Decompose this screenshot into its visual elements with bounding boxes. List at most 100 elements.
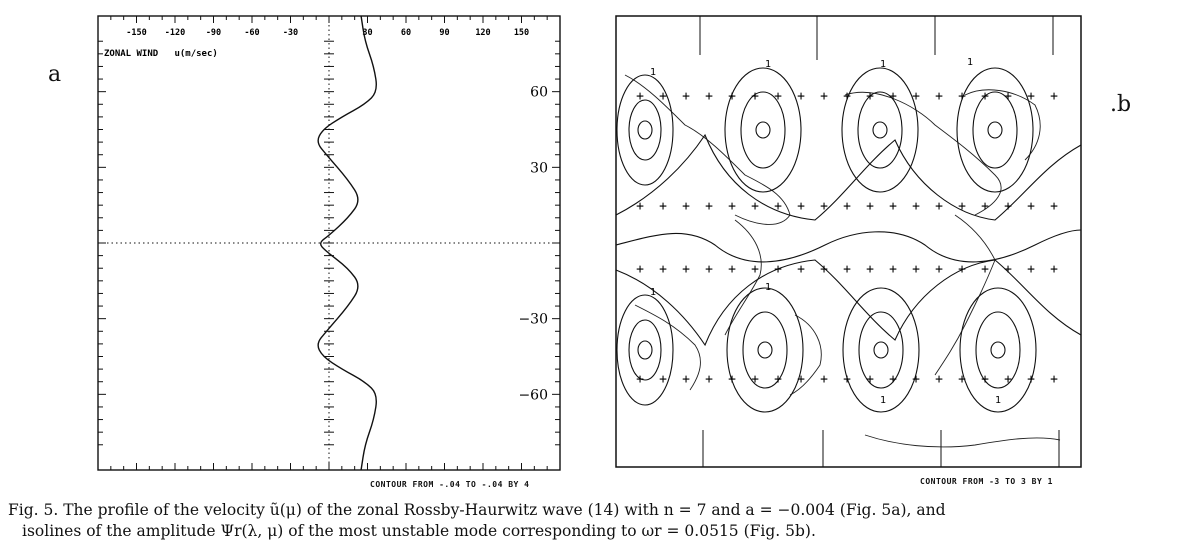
plus-marker: +	[843, 89, 851, 104]
plus-marker: +	[820, 89, 828, 104]
x-tick-label: 90	[439, 28, 449, 38]
plus-marker: +	[981, 199, 989, 214]
plus-marker: +	[728, 372, 736, 387]
plus-marker: +	[636, 199, 644, 214]
plus-marker: +	[866, 89, 874, 104]
panel-a-label: a	[48, 62, 62, 87]
plus-marker: +	[728, 262, 736, 277]
plus-markers: + + + + + + + + + + + + + + + + + + + + + + + + + + + + + + + + + + + + + + + +…	[636, 89, 1058, 387]
plus-marker: +	[774, 89, 782, 104]
plus-marker: +	[682, 262, 690, 277]
x-tick-label: -120	[165, 28, 185, 38]
isoline-label: 1	[880, 395, 886, 406]
plus-marker: +	[1004, 372, 1012, 387]
plus-marker: +	[981, 372, 989, 387]
plus-marker: +	[1004, 89, 1012, 104]
plus-marker: +	[889, 262, 897, 277]
plus-marker: +	[751, 372, 759, 387]
plus-marker: +	[912, 262, 920, 277]
plus-marker: +	[912, 372, 920, 387]
plus-marker: +	[889, 199, 897, 214]
plus-marker: +	[705, 372, 713, 387]
plus-marker: +	[705, 199, 713, 214]
plus-marker: +	[820, 372, 828, 387]
plus-marker: +	[889, 89, 897, 104]
x-tick-label: -60	[244, 28, 259, 38]
plus-marker: +	[958, 89, 966, 104]
plus-marker: +	[636, 372, 644, 387]
plus-marker: +	[912, 89, 920, 104]
plus-marker: +	[774, 199, 782, 214]
plus-marker: +	[797, 262, 805, 277]
isoline-label: 1	[650, 67, 656, 78]
plus-marker: +	[866, 199, 874, 214]
plus-marker: +	[935, 199, 943, 214]
isolines-north	[616, 67, 1034, 193]
isoline-label: 1	[880, 59, 886, 70]
map-frame	[615, 15, 1082, 468]
plus-marker: +	[1050, 89, 1058, 104]
plus-marker: +	[1050, 372, 1058, 387]
caption-line-2: isolines of the amplitude Ψr(λ, μ) of th…	[22, 522, 816, 540]
isoline-label: 1	[765, 59, 771, 70]
isoline-label: 1	[765, 282, 771, 293]
plus-marker: +	[774, 262, 782, 277]
y-tick-label: −60	[518, 387, 548, 403]
contour-note-a: CONTOUR FROM -.04 TO -.04 BY 4	[370, 480, 530, 489]
isolines-tropics	[615, 133, 1082, 347]
isoline-label: 1	[967, 57, 973, 68]
plus-marker: +	[1027, 372, 1035, 387]
plus-marker: +	[935, 372, 943, 387]
plus-marker: +	[866, 262, 874, 277]
plus-marker: +	[843, 372, 851, 387]
x-tick-labels: -150 -120 -90 -60 -30 30 60 90 120 150	[126, 28, 529, 38]
plus-marker: +	[1027, 199, 1035, 214]
contour-note-b: CONTOUR FROM -3 TO 3 BY 1	[920, 477, 1053, 486]
isoline-label: 1	[995, 395, 1001, 406]
plus-marker: +	[797, 89, 805, 104]
plus-marker: +	[751, 89, 759, 104]
plus-marker: +	[682, 199, 690, 214]
caption-line-1: Fig. 5. The profile of the velocity ũ(μ)…	[8, 501, 946, 519]
plus-marker: +	[889, 372, 897, 387]
plus-marker: +	[866, 372, 874, 387]
plus-marker: +	[935, 262, 943, 277]
velocity-profile-line	[317, 15, 377, 471]
plus-marker: +	[636, 89, 644, 104]
continent-outlines	[624, 74, 1061, 448]
figure-caption: Fig. 5. The profile of the velocity ũ(μ)…	[8, 500, 1178, 542]
plus-marker: +	[659, 372, 667, 387]
isoline-map: + + + + + + + + + + + + + + + + + + + + + + + + + + + + + + + + + + + + + + + +…	[615, 15, 1082, 468]
x-tick-label: 60	[401, 28, 411, 38]
plus-marker: +	[1027, 89, 1035, 104]
plus-marker: +	[682, 89, 690, 104]
isolines-south	[616, 287, 1037, 413]
chart-title: ZONAL WIND u(m/sec)	[104, 49, 218, 59]
isoline-label: 1	[650, 287, 656, 298]
plus-marker: +	[728, 89, 736, 104]
plus-marker: +	[843, 262, 851, 277]
map-sector-lines	[699, 16, 1060, 467]
x-tick-label: -90	[206, 28, 221, 38]
x-tick-label: 30	[362, 28, 372, 38]
plus-marker: +	[1004, 199, 1012, 214]
plus-marker: +	[1027, 262, 1035, 277]
x-tick-label: -150	[126, 28, 146, 38]
isoline-labels: 1 1 1 1 1 1 1 1	[650, 57, 1001, 406]
zonal-wind-chart: -150 -120 -90 -60 -30 30 60 90 120 150 60 30 −30 −60…	[97, 15, 561, 471]
x-tick-label: -30	[283, 28, 298, 38]
plus-marker: +	[797, 199, 805, 214]
plus-marker: +	[751, 199, 759, 214]
plus-marker: +	[958, 262, 966, 277]
plus-marker: +	[705, 89, 713, 104]
y-tick-labels: 60 30 −30 −60	[518, 85, 548, 404]
plus-marker: +	[820, 262, 828, 277]
x-tick-label: 120	[475, 28, 490, 38]
plus-marker: +	[981, 89, 989, 104]
plus-marker: +	[636, 262, 644, 277]
plus-marker: +	[981, 262, 989, 277]
y-tick-label: −30	[518, 312, 548, 328]
plus-marker: +	[751, 262, 759, 277]
plus-marker: +	[820, 199, 828, 214]
y-tick-label: 60	[530, 85, 548, 101]
